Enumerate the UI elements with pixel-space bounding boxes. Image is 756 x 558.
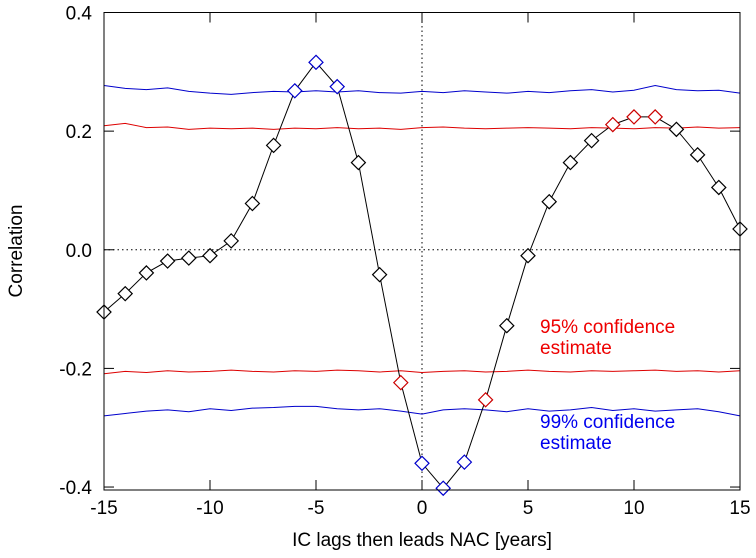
marker [350,154,367,171]
marker [477,391,494,408]
plot-frame [103,12,741,491]
marker [329,78,346,95]
confidence-line [103,369,741,375]
marker [583,132,600,149]
marker [668,121,685,138]
marker [286,82,303,99]
marker [541,193,558,210]
x-tick-label: 0 [417,498,428,519]
marker [223,233,240,249]
marker [392,374,409,391]
marker [647,109,664,125]
marker [604,116,621,133]
marker [435,480,452,497]
annotation: 99% confidence [540,412,675,433]
marker [265,137,282,154]
marker [180,250,197,266]
marker [159,253,176,269]
x-tick-label: -15 [90,498,117,519]
marker [117,285,134,302]
x-tick-label: 5 [523,498,534,519]
marker [710,179,727,196]
y-axis-label: Correlation [6,205,27,298]
marker [520,247,536,264]
marker [456,454,473,470]
annotation: estimate [540,338,612,359]
y-tick-label: 0.2 [66,122,92,143]
y-tick-label: -0.4 [59,478,92,499]
marker [371,266,388,283]
y-tick-label: 0.0 [66,241,92,262]
marker [244,195,261,212]
x-tick-label: -5 [308,498,325,519]
marker [498,317,515,334]
confidence-line [103,122,741,130]
marker [414,455,430,472]
annotation: estimate [540,433,612,454]
x-tick-label: -10 [196,498,223,519]
x-tick-label: 15 [729,498,750,519]
marker [138,265,155,281]
marker [202,247,218,264]
marker [626,109,642,125]
annotation: 95% confidence [540,317,675,338]
confidence-line [103,405,741,417]
x-tick-label: 10 [623,498,644,519]
y-tick-label: -0.2 [59,359,92,380]
y-tick-label: 0.4 [66,4,93,25]
confidence-line [103,84,741,95]
x-axis-label: IC lags then leads NAC [years] [292,530,552,551]
marker [689,147,706,163]
marker [562,154,579,171]
marker [308,54,324,71]
